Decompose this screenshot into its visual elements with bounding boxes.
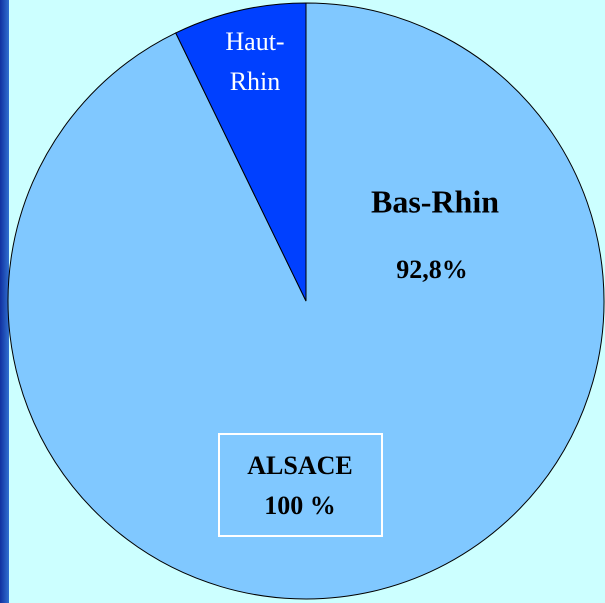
value-label: 92,8% (396, 255, 468, 284)
annotation-line: ALSACE (247, 451, 352, 480)
pie-slice (175, 2, 307, 302)
slice-label: Bas-Rhin (371, 183, 499, 219)
slice-label-box: Haut-Rhin (225, 27, 285, 96)
annotation-box (218, 433, 383, 537)
slice-label: Haut-Rhin (225, 27, 285, 96)
annotation-line: 100 % (264, 491, 336, 520)
left-edge (0, 0, 9, 603)
